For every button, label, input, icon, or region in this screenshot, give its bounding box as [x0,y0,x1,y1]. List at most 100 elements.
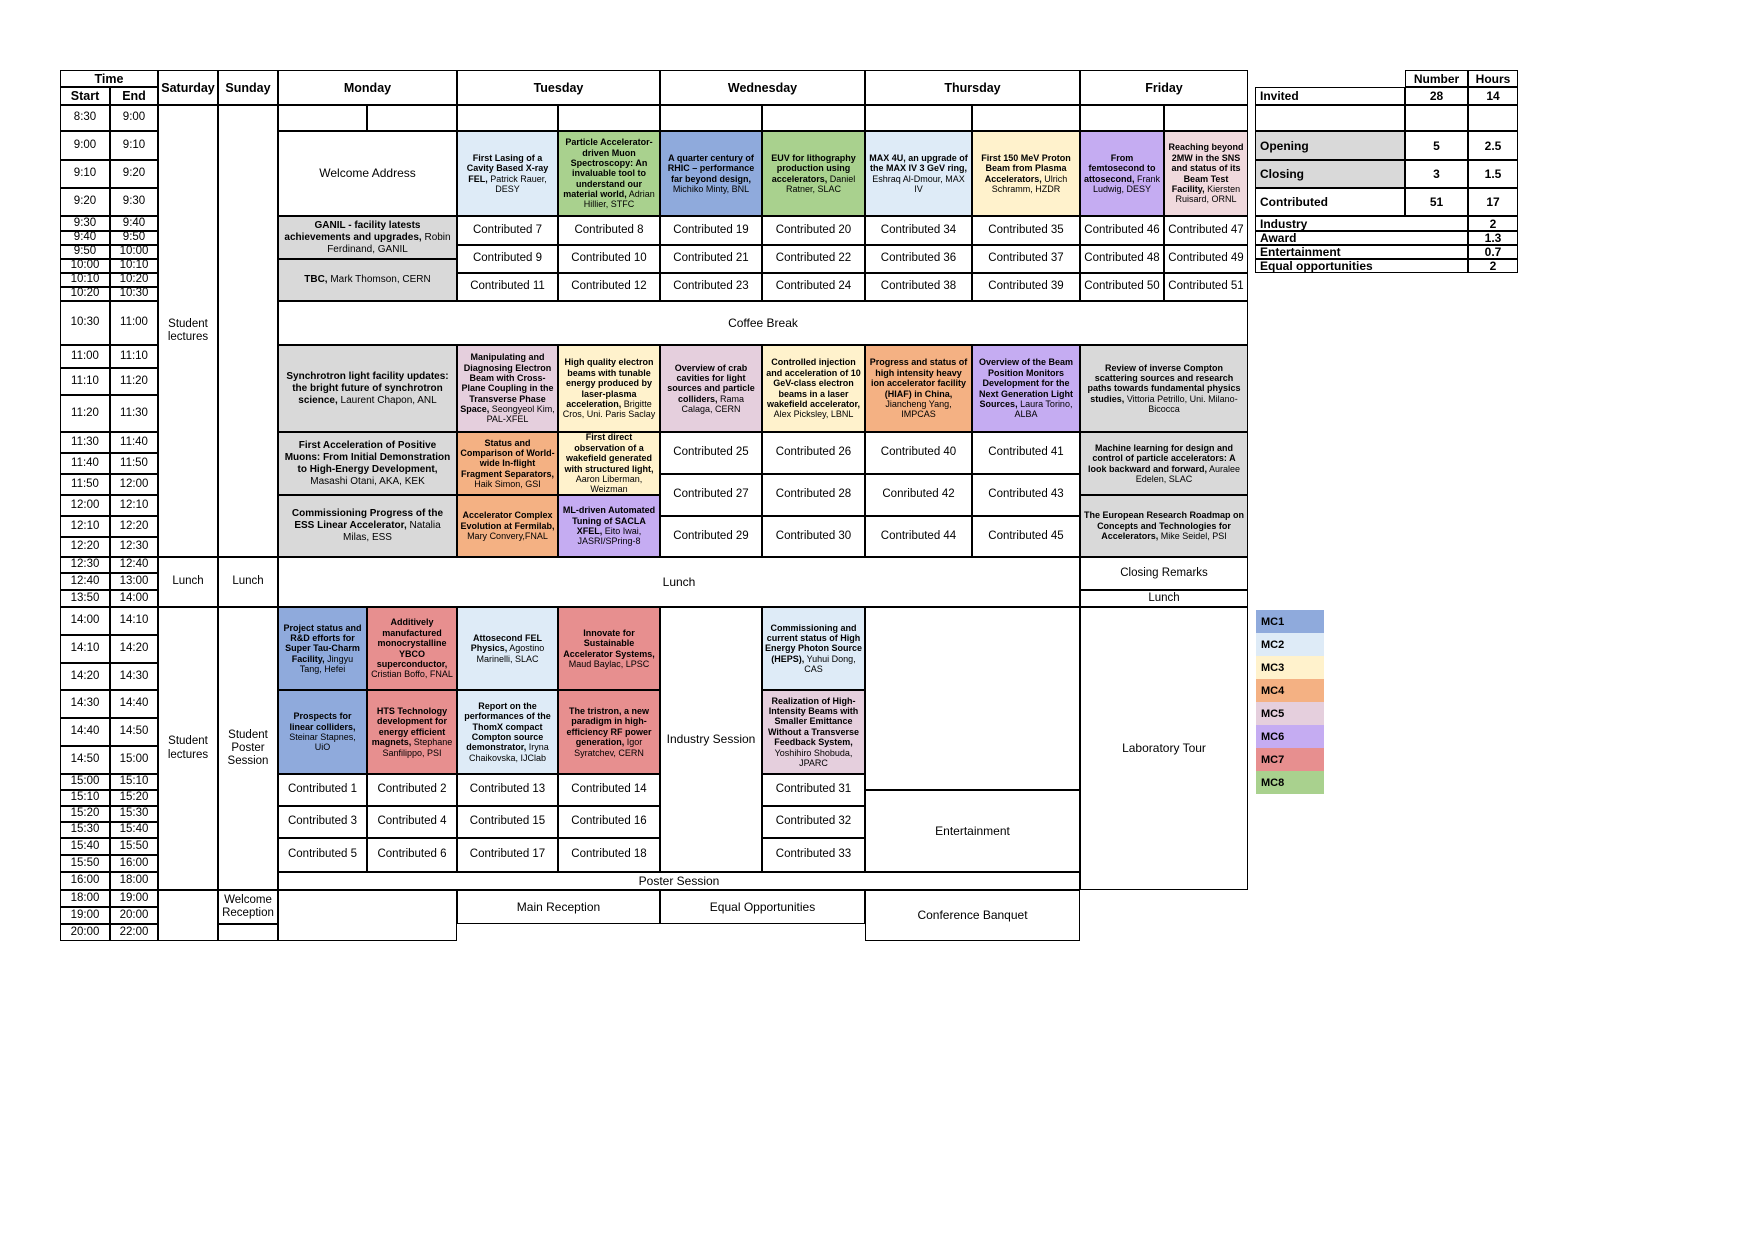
cell-text: Contributed 20 [775,223,852,236]
talk-title: TBC, [304,274,328,285]
talk-title: Additively manufactured monocrystalline … [376,617,448,669]
contributed-50-cell: Contributed 50 [1080,273,1164,301]
talk-cell: From femtosecond to attosecond, Frank Lu… [1080,131,1164,216]
cell-text: Contributed 17 [469,848,546,861]
contributed-19-cell: Contributed 19 [660,216,762,245]
time-end-cell: 11:40 [110,432,158,453]
talk-cell: Attosecond FEL Physics, Agostino Marinel… [457,607,558,690]
cell-text: Contributed 3 [287,815,358,828]
talk-text: MAX 4U, an upgrade of the MAX IV 3 GeV r… [869,152,968,194]
time-start-cell: 8:30 [60,105,110,131]
time-start-cell: 11:40 [60,453,110,474]
talk-cell: Realization of High-Intensity Beams with… [762,690,865,774]
contributed-30-cell: Contributed 30 [762,516,865,557]
talk-cell: First 150 MeV Proton Beam from Plasma Ac… [972,131,1080,216]
summary-row-contributed: Contributed [1255,188,1405,216]
contributed-6-cell: Contributed 6 [367,838,457,872]
cell-text: Lunch [662,574,696,589]
cell-text: Laboratory Tour [1122,741,1206,756]
time-end-cell: 12:40 [110,557,158,573]
summary-number-contributed: 51 [1405,188,1468,216]
talk-cell: The European Research Roadmap on Concept… [1080,495,1248,557]
time-end-cell: 10:30 [110,287,158,301]
cell-text: Contributed 4 [377,815,447,828]
cell-text: Student lectures [167,317,209,343]
empty-cell [1164,105,1248,131]
contributed-43-cell: Contributed 43 [972,474,1080,516]
cell-text: Contributed 26 [775,446,852,459]
summary-hours-opening: 2.5 [1468,131,1518,160]
time-start-cell: 15:10 [60,790,110,806]
empty-cell [762,105,865,131]
contributed-39-cell: Contributed 39 [972,273,1080,301]
cell-text: Contributed 23 [673,280,749,293]
contributed-9-cell: Contributed 9 [457,245,558,273]
talk-cell: Report on the performances of the ThomX … [457,690,558,774]
talk-text: The European Research Roadmap on Concept… [1083,510,1245,542]
talk-cell: Innovate for Sustainable Accelerator Sys… [558,607,660,690]
cell-text: Contributed 51 [1168,280,1244,293]
talk-text: First Lasing of a Cavity Based X-ray FEL… [466,152,549,194]
empty-cell [1080,105,1164,131]
start-column-header: Start [60,87,110,105]
cell-text: Contributed 7 [472,223,543,236]
cell-text: Contributed 39 [988,280,1064,293]
time-start-cell: 14:00 [60,607,110,635]
cell-text: Contributed 46 [1084,223,1160,236]
cell-text: Student lectures [167,735,209,761]
talk-title: The tristron, a new paradigm in high-eff… [566,706,652,748]
talk-title: Particle Accelerator-driven Muon Spectro… [563,137,653,200]
cell-text: Contributed 43 [988,488,1064,501]
summary-hours-header: Hours [1468,70,1518,87]
cell-text: Contributed 11 [470,280,545,293]
lunch-cell: Lunch [278,557,1080,607]
time-start-cell: 14:20 [60,663,110,690]
talk-cell: Overview of the Beam Position Monitors D… [972,345,1080,432]
legend-item-mc5: MC5 [1256,702,1324,725]
contributed-38-cell: Contributed 38 [865,273,972,301]
talk-text: Review of inverse Compton scattering sou… [1087,362,1241,415]
talk-cell: Accelerator Complex Evolution at Fermila… [457,495,558,557]
talk-title: First direct observation of a wakefield … [564,432,654,474]
talk-title: Prospects for linear colliders, [289,711,356,732]
cell-text: Contributed 36 [880,252,957,265]
contributed-24-cell: Contributed 24 [762,273,865,301]
time-start-cell: 9:00 [60,131,110,160]
cell-text: Contributed 18 [571,848,647,861]
talk-cell: The tristron, a new paradigm in high-eff… [558,690,660,774]
talk-cell: Synchrotron light facility updates: the … [278,345,457,432]
talk-title: Manipulating and Diagnosing Electron Bea… [460,352,554,415]
talk-title: ML-driven Automated Tuning of SACLA XFEL… [562,505,656,536]
talk-cell: A quarter century of RHIC – performance … [660,131,762,216]
cell-text: Conference Banquet [917,908,1028,923]
talk-cell: Overview of crab cavities for light sour… [660,345,762,432]
talk-text: Controlled injection and acceleration of… [766,357,861,420]
time-start-cell: 15:50 [60,855,110,872]
contributed-8-cell: Contributed 8 [558,216,660,245]
time-start-cell: 18:00 [60,890,110,907]
time-end-cell: 9:20 [110,160,158,188]
time-end-cell: 19:00 [110,890,158,907]
contributed-7-cell: Contributed 7 [457,216,558,245]
time-end-cell: 11:20 [110,368,158,395]
talk-title: HTS Technology development for energy ef… [371,706,448,748]
talk-cell: First Acceleration of Positive Muons: Fr… [278,432,457,495]
talk-cell: Machine learning for design and control … [1080,432,1248,495]
empty-cell [865,105,972,131]
industry-session-cell: Industry Session [660,607,762,872]
talk-title: Commissioning Progress of the ESS Linear… [291,508,444,531]
time-end-cell: 22:00 [110,924,158,941]
contributed-14-cell: Contributed 14 [558,774,660,806]
time-end-cell: 13:00 [110,573,158,590]
time-end-cell: 9:00 [110,105,158,131]
talk-text: Overview of crab cavities for light sour… [667,362,755,415]
legend-item-mc1: MC1 [1256,610,1324,633]
time-start-cell: 10:00 [60,259,110,273]
talk-cell: HTS Technology development for energy ef… [367,690,457,774]
contributed-12-cell: Contributed 12 [558,273,660,301]
contributed-27-cell: Contributed 27 [660,474,762,516]
contributed-46-cell: Contributed 46 [1080,216,1164,245]
time-start-cell: 14:30 [60,690,110,718]
talk-cell: GANIL - facility latests achievements an… [278,216,457,259]
talk-cell: ML-driven Automated Tuning of SACLA XFEL… [558,495,660,557]
